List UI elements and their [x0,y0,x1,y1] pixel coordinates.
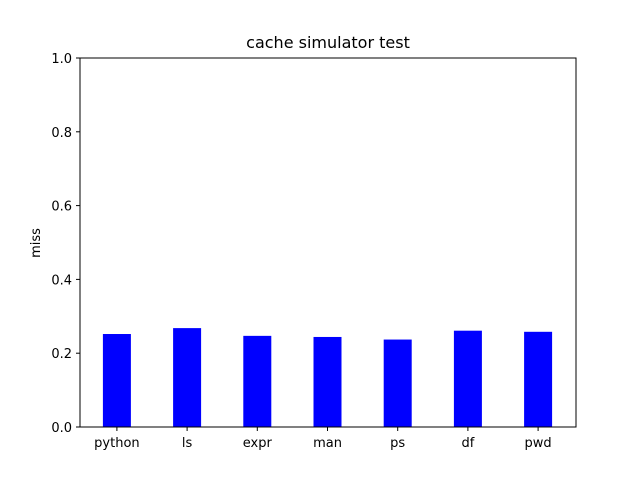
bar-ls [173,328,202,427]
y-tick-label: 0.8 [51,126,72,141]
y-tick-label: 0.4 [51,273,72,288]
bar-man [313,336,342,427]
bar-df [453,330,482,427]
y-tick-label: 1.0 [51,52,72,67]
x-tick-label: ls [182,436,193,451]
y-tick-label: 0.6 [51,200,72,215]
y-axis-label: miss [29,228,44,258]
ticks-layer: python ls expr man ps df pwd 0.0 0.2 0.4 0.6 0.8 1.0 [51,52,551,451]
x-tick-label: ps [390,436,405,451]
y-tick-label: 0.0 [51,421,72,436]
plot-frame [79,57,577,428]
y-tick-label: 0.2 [51,347,72,362]
x-tick-label: python [94,436,139,451]
bar-pwd [524,331,553,427]
x-tick-label: man [313,436,342,451]
bar-ps [383,339,412,427]
bar-expr [243,335,272,427]
x-tick-label: df [461,436,474,451]
x-tick-label: pwd [525,436,552,451]
x-tick-label: expr [243,436,273,451]
bars-layer [102,328,553,427]
chart-title: cache simulator test [246,33,410,52]
bar-python [102,334,131,427]
